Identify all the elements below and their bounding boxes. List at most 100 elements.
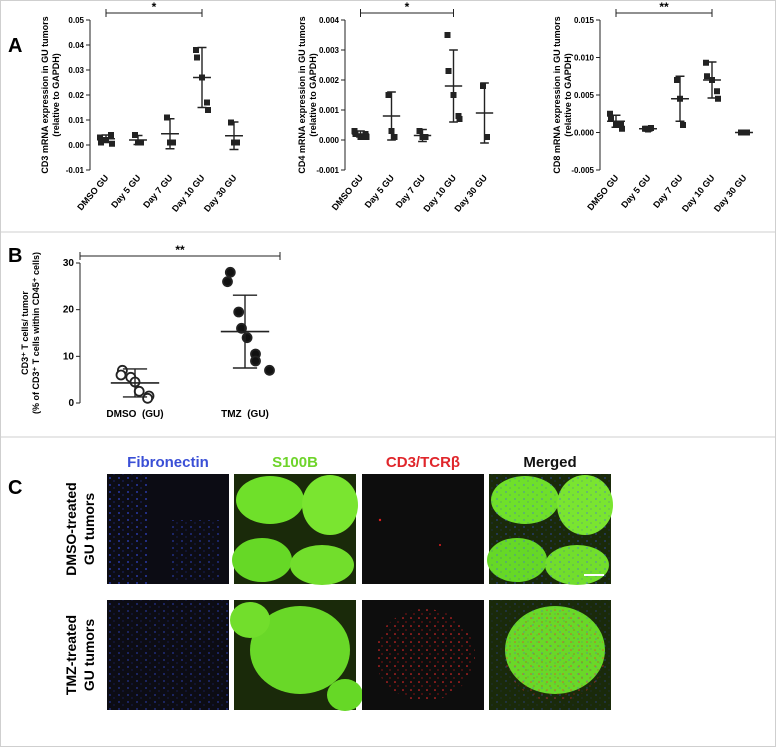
micrograph <box>107 474 229 584</box>
micrograph <box>230 600 363 711</box>
x-tick-label: Day 30 GU <box>452 173 489 214</box>
error-bar <box>675 75 685 122</box>
error-bar <box>356 130 365 138</box>
y-tick-label: 0.03 <box>68 66 84 75</box>
y-axis-label: CD3 mRNA expression in GU tumors <box>40 16 50 173</box>
data-point <box>241 332 253 344</box>
data-point <box>115 369 127 381</box>
data-point <box>704 73 710 80</box>
data-point <box>233 306 245 318</box>
y-tick-label: 0.001 <box>319 106 340 115</box>
y-axis-label: (relative to GAPDH) <box>563 53 573 137</box>
data-point <box>714 88 720 95</box>
y-tick-label: 0.05 <box>68 16 84 25</box>
y-tick-label: 0.02 <box>68 91 84 100</box>
row-label: GU tumors <box>81 493 97 566</box>
significance-bracket <box>105 9 203 17</box>
row-label: GU tumors <box>81 619 97 692</box>
x-tick-label: Day 30 GU <box>712 173 749 214</box>
panel-label: A <box>8 35 22 57</box>
data-point <box>204 99 210 106</box>
x-tick-label: Day 7 GU <box>141 173 174 210</box>
data-point <box>445 68 452 74</box>
y-tick-label: 0.002 <box>319 76 340 85</box>
error-bar <box>643 125 653 132</box>
micrograph <box>489 600 611 710</box>
column-label: Fibronectin <box>127 454 209 471</box>
column-label: CD3/TCRβ <box>386 454 460 471</box>
y-axis-label: (% of CD3⁺ T cells within CD45⁺ cells) <box>31 252 41 414</box>
significance-label: * <box>405 0 410 14</box>
data-point <box>234 139 240 146</box>
error-bar <box>165 118 175 150</box>
x-tick-label: Day 7 GU <box>651 173 684 210</box>
x-tick-label: Day 7 GU <box>394 173 427 210</box>
data-point <box>224 266 236 278</box>
significance-bracket <box>615 9 713 17</box>
micrograph <box>487 474 613 585</box>
y-tick-label: 0.00 <box>68 141 84 150</box>
significance-label: ** <box>175 243 185 257</box>
y-tick-label: 0.04 <box>68 41 84 50</box>
data-point <box>619 125 625 132</box>
y-tick-label: 0.000 <box>319 136 340 145</box>
data-point <box>422 134 429 140</box>
x-tick-label: Day 30 GU <box>202 173 239 214</box>
error-bar <box>449 49 458 123</box>
y-tick-label: 20 <box>63 305 75 316</box>
y-tick-label: -0.01 <box>66 166 85 175</box>
data-point <box>108 132 114 138</box>
error-bar <box>739 131 749 134</box>
data-point <box>193 47 199 53</box>
row-label: TMZ-treated <box>63 615 79 695</box>
significance-label: * <box>152 0 157 14</box>
error-bar <box>232 294 258 369</box>
significance-bracket <box>360 9 454 17</box>
panel-label: B <box>8 245 22 267</box>
data-point <box>97 134 103 141</box>
data-point <box>250 355 261 367</box>
error-bar <box>229 121 239 151</box>
data-point <box>391 134 398 140</box>
y-axis-label: (relative to GAPDH) <box>308 53 318 137</box>
y-tick-label: 0.015 <box>574 16 595 25</box>
y-tick-label: 0.010 <box>574 54 595 63</box>
y-tick-label: 0.003 <box>319 46 340 55</box>
error-bar <box>418 128 427 143</box>
error-bar <box>101 134 111 144</box>
row-label: DMSO-treated <box>63 482 79 575</box>
y-tick-label: 0.000 <box>574 129 595 138</box>
data-point <box>385 92 392 98</box>
y-axis-label: CD8 mRNA expression in GU tumors <box>552 16 562 173</box>
micrograph <box>362 600 484 710</box>
data-point <box>680 122 686 128</box>
error-bar <box>197 46 207 109</box>
data-point <box>170 139 176 146</box>
y-tick-label: 0.004 <box>319 16 340 25</box>
y-tick-label: -0.005 <box>571 166 594 175</box>
error-bar <box>122 368 148 398</box>
column-label: S100B <box>272 454 318 471</box>
data-point <box>109 140 115 147</box>
micrograph <box>232 474 358 585</box>
x-tick-label: TMZ (GU) <box>221 409 269 420</box>
y-tick-label: 10 <box>63 351 75 362</box>
y-axis-label: (relative to GAPDH) <box>51 53 61 137</box>
data-point <box>133 385 145 397</box>
error-bar <box>611 114 621 128</box>
panel-label: C <box>8 477 22 499</box>
data-point <box>608 114 614 121</box>
data-point <box>484 134 490 140</box>
data-point <box>138 139 144 146</box>
x-tick-label: DMSO GU <box>330 173 365 212</box>
data-point <box>703 59 709 66</box>
error-bar <box>387 91 396 141</box>
y-tick-label: 0 <box>68 398 74 409</box>
x-tick-label: DMSO (GU) <box>106 409 163 420</box>
data-point <box>236 322 247 334</box>
data-point <box>164 114 170 121</box>
x-tick-label: Day 5 GU <box>363 173 396 210</box>
x-tick-label: Day 5 GU <box>109 173 142 210</box>
data-point <box>715 95 721 102</box>
